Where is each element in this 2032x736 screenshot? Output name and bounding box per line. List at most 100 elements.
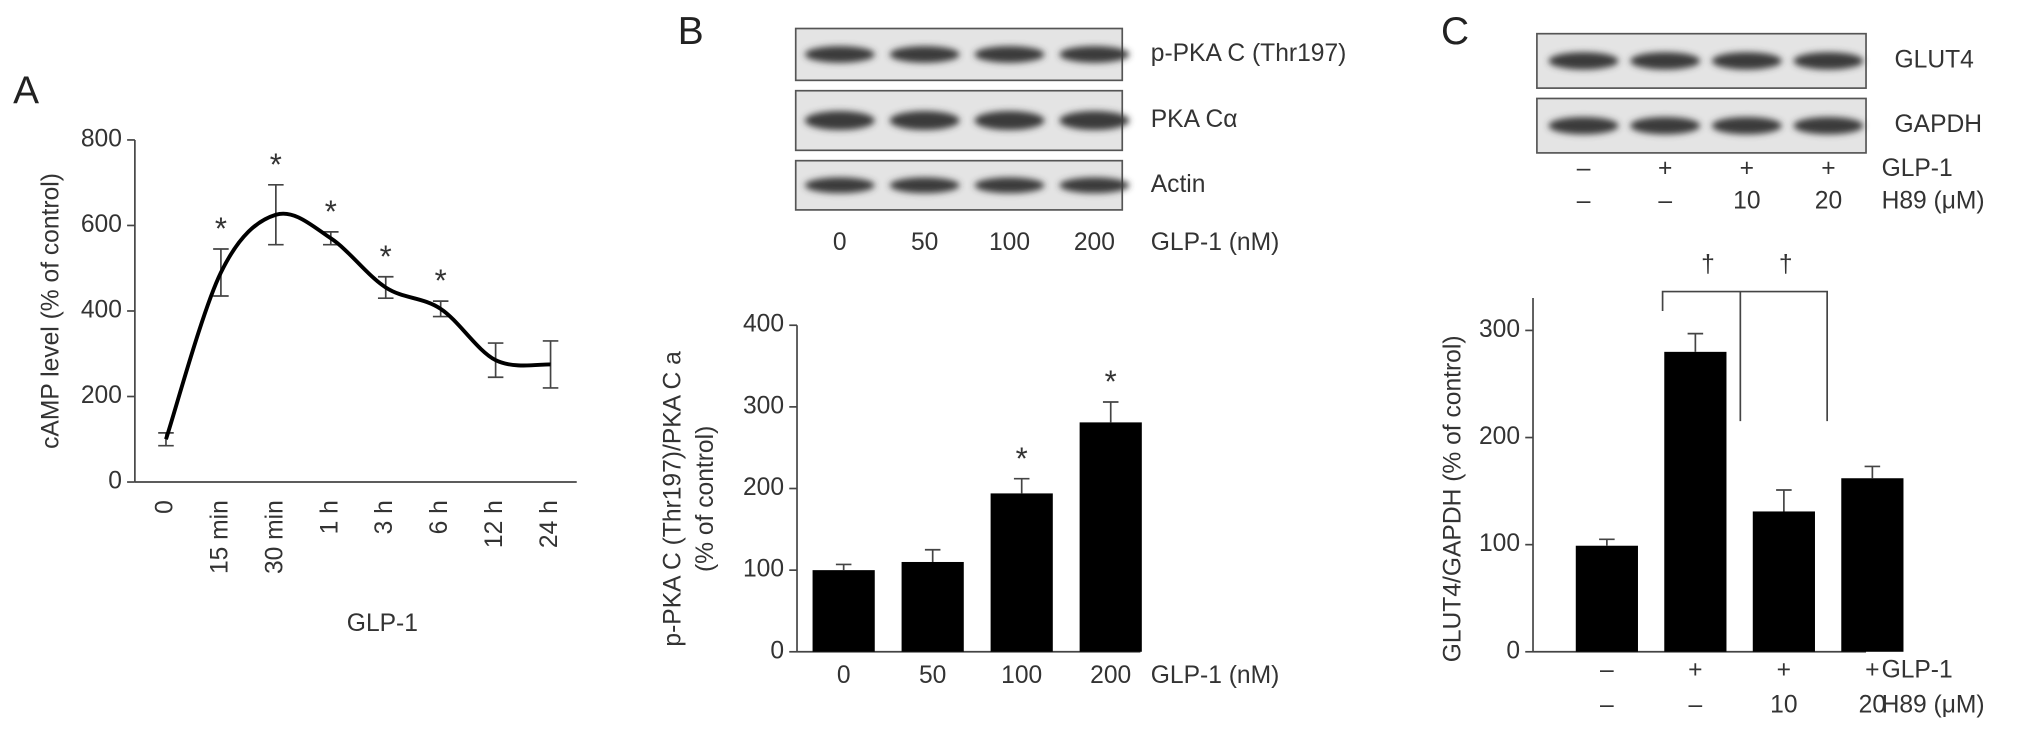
bar [1841,478,1904,652]
treatment-value: – [1658,188,1672,215]
x-axis-label: GLP-1 (nM) [1151,662,1280,689]
treatment-label: H89 (μM) [1882,188,1985,215]
treatment-value: – [1577,188,1591,215]
bar [1575,545,1638,652]
significance-bracket [1661,290,1828,422]
blot-band [1548,116,1619,135]
blot-band [1793,52,1864,70]
blot-band [889,46,960,63]
panel-label: A [13,70,39,113]
x-tick-label: 0 [151,500,178,514]
bar [901,561,964,652]
band-label: GLUT4 [1895,46,1974,73]
y-axis-label: (% of control) [692,426,719,572]
blot-band [889,177,960,194]
x-tick-label: 100 [1001,662,1042,689]
x-tick-label: 0 [837,662,851,689]
lane-label: 200 [1074,229,1115,256]
y-axis-label: GLUT4/GAPDH (% of control) [1439,335,1466,662]
significance-marker: * [270,147,282,182]
treatment-label: H89 (μM) [1882,692,1985,719]
blot-band [804,177,875,194]
blot-band [1059,46,1130,63]
y-tick-label: 600 [81,211,122,238]
bar [1079,422,1142,652]
significance-marker: * [325,194,337,229]
blot-band [974,110,1045,131]
error-bar [924,548,941,562]
y-tick-label: 400 [743,311,784,338]
y-tick-label: 400 [81,296,122,323]
treatment-label: GLP-1 [1882,155,1953,182]
annotation: † [1779,251,1793,278]
x-tick-label: 30 min [261,500,288,574]
blot-band [974,177,1045,194]
treatment-value: + [1658,155,1672,182]
data-line [164,211,551,440]
band-label: PKA Cα [1151,106,1238,133]
error-bar [835,563,852,571]
lane-title: GLP-1 (nM) [1151,229,1280,256]
significance-marker: * [435,263,447,298]
treatment-label: GLP-1 [1882,657,1953,684]
treatment-value: + [1821,155,1835,182]
blot-band [1711,116,1782,135]
treatment-value: – [1577,155,1591,182]
y-tick-label: 300 [1479,316,1520,343]
treatment-value: + [1865,657,1879,684]
bar [990,493,1053,652]
y-tick-label: 200 [1479,423,1520,450]
y-tick-label: 0 [108,468,122,495]
y-tick-label: 100 [1479,530,1520,557]
y-tick-label: 100 [743,556,784,583]
x-tick-label: 200 [1090,662,1131,689]
blot-band [1059,110,1130,131]
y-axis-label: p-PKA C (Thr197)/PKA C a [659,351,686,647]
lane-label: 0 [833,229,847,256]
blot-band [889,110,960,131]
annotation: † [1701,251,1715,278]
treatment-value: 10 [1770,692,1797,719]
band-label: p-PKA C (Thr197) [1151,40,1347,67]
significance-marker: * [380,239,392,274]
y-tick-label: 200 [81,382,122,409]
x-tick-label: 6 h [426,500,453,534]
y-tick-label: 800 [81,125,122,152]
x-tick-label: 12 h [481,500,508,548]
y-tick-label: 200 [743,474,784,501]
treatment-value: + [1688,657,1702,684]
y-tick-label: 0 [770,637,784,664]
treatment-value: + [1777,657,1791,684]
lane-label: 100 [989,229,1030,256]
error-bar [1687,332,1704,352]
x-tick-label: 15 min [206,500,233,574]
x-tick-label: 24 h [536,500,563,548]
x-axis-label: GLP-1 [347,610,418,637]
panel-label: C [1441,10,1469,53]
bar [1752,511,1815,652]
blot-band [804,110,875,131]
error-bar [1102,401,1119,423]
x-tick-label: 1 h [316,500,343,534]
treatment-value: 10 [1733,188,1760,215]
significance-marker: * [1016,441,1028,476]
significance-marker: * [1105,364,1117,399]
lane-label: 50 [911,229,938,256]
band-label: Actin [1151,171,1206,198]
blot-band [1548,52,1619,70]
error-bar [1864,465,1881,479]
blot-band [1630,116,1701,135]
blot-band [1059,177,1130,194]
significance-marker: * [215,211,227,246]
blot-band [804,46,875,63]
y-tick-label: 0 [1506,637,1520,664]
error-bar [1599,538,1615,546]
y-axis-label: cAMP level (% of control) [37,173,64,449]
bar [812,570,875,652]
y-tick-label: 300 [743,392,784,419]
error-bar [1013,477,1030,494]
blot-band [974,46,1045,63]
band-label: GAPDH [1895,111,1983,138]
treatment-value: + [1740,155,1754,182]
